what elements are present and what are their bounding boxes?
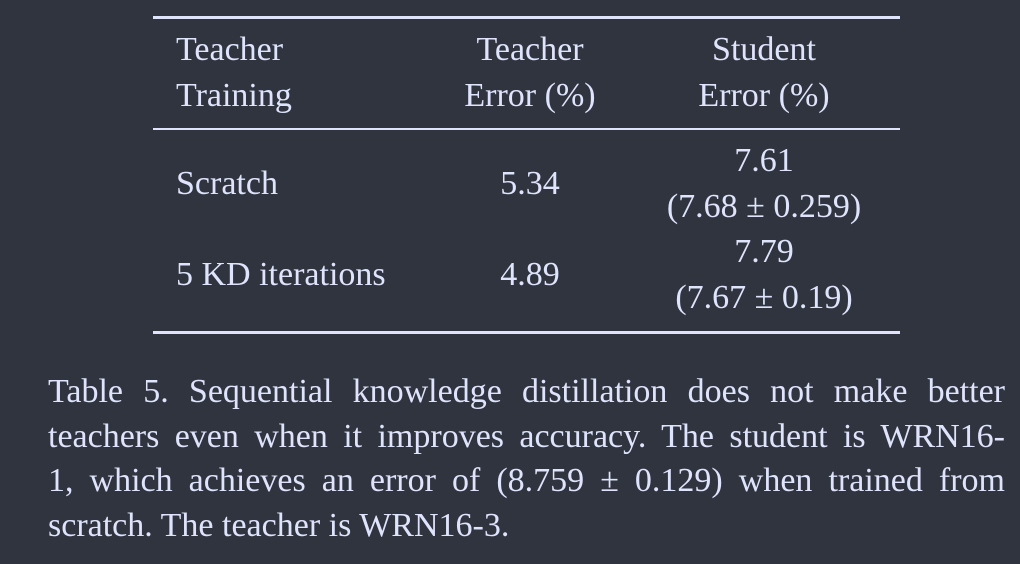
caption-line-2: teachers even when it improves accuracy.… (48, 417, 1005, 455)
table-row-kd-training: 5 KD iterations (176, 256, 386, 293)
caption-line-1: Table 5. Sequential knowledge distillati… (48, 373, 1005, 410)
table-top-rule (153, 16, 900, 19)
caption-line-4: scratch. The teacher is WRN16-3. (48, 506, 510, 544)
table-row-scratch-student-error: 7.61 (7.68 ± 0.259) (666, 142, 862, 225)
table-bottom-rule (153, 331, 900, 334)
table-row-kd-student-error: 7.79 (7.67 ± 0.19) (675, 233, 853, 316)
header-teacher-training: Teacher Training (176, 31, 292, 114)
table-row-kd-teacher-error: 4.89 (500, 256, 560, 293)
header-teacher-error: Teacher Error (%) (464, 31, 596, 114)
caption-line-3: 1, which achieves an error of (8.759 ± 0… (48, 462, 1005, 499)
table-header-rule (153, 128, 900, 130)
header-student-error: Student Error (%) (698, 31, 830, 114)
table-row-scratch-teacher-error: 5.34 (500, 165, 560, 202)
table-caption: Table 5. Sequential knowledge distillati… (48, 370, 1005, 548)
table-row-scratch-training: Scratch (176, 165, 278, 202)
